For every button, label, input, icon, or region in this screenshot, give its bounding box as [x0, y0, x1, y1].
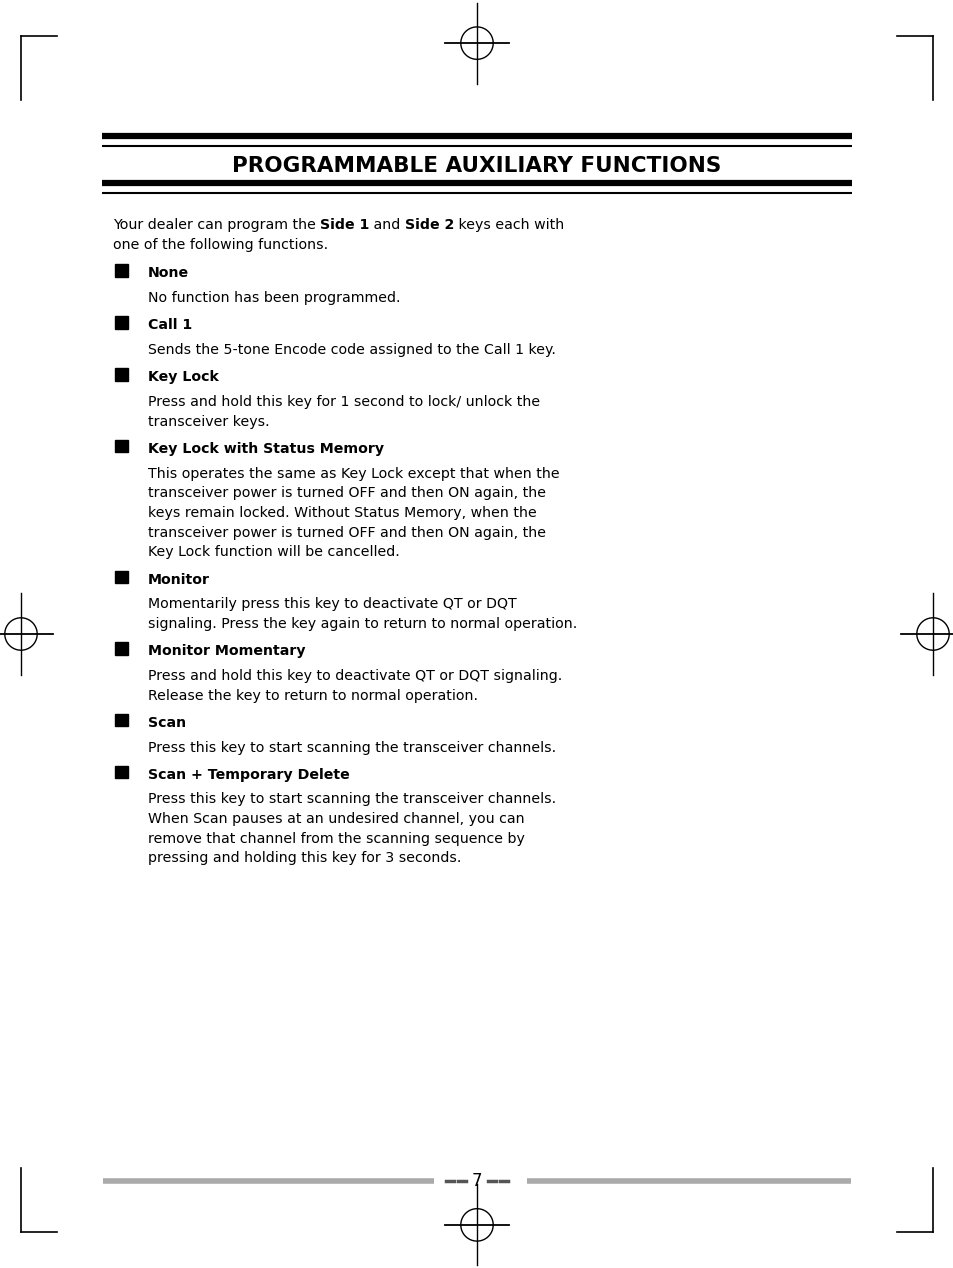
Text: Release the key to return to normal operation.: Release the key to return to normal oper…: [148, 689, 477, 702]
Bar: [115, 440, 128, 453]
Text: Monitor: Monitor: [148, 572, 210, 587]
Text: Side 2: Side 2: [405, 218, 454, 232]
Text: Press and hold this key for 1 second to lock/ unlock the: Press and hold this key for 1 second to …: [148, 394, 539, 410]
Text: signaling. Press the key again to return to normal operation.: signaling. Press the key again to return…: [148, 616, 577, 631]
Text: Momentarily press this key to deactivate QT or DQT: Momentarily press this key to deactivate…: [148, 597, 517, 611]
Text: and: and: [369, 218, 405, 232]
Text: transceiver power is turned OFF and then ON again, the: transceiver power is turned OFF and then…: [148, 525, 545, 540]
Bar: [115, 643, 128, 654]
Text: PROGRAMMABLE AUXILIARY FUNCTIONS: PROGRAMMABLE AUXILIARY FUNCTIONS: [233, 156, 720, 176]
Text: Side 1: Side 1: [319, 218, 369, 232]
Text: Monitor Momentary: Monitor Momentary: [148, 644, 305, 658]
Text: This operates the same as Key Lock except that when the: This operates the same as Key Lock excep…: [148, 467, 558, 481]
Text: Your dealer can program the: Your dealer can program the: [112, 218, 319, 232]
Text: When Scan pauses at an undesired channel, you can: When Scan pauses at an undesired channel…: [148, 812, 524, 827]
Text: keys each with: keys each with: [454, 218, 564, 232]
Text: pressing and holding this key for 3 seconds.: pressing and holding this key for 3 seco…: [148, 851, 460, 866]
Text: Key Lock with Status Memory: Key Lock with Status Memory: [148, 441, 384, 456]
Text: Call 1: Call 1: [148, 318, 192, 332]
Text: Key Lock: Key Lock: [148, 370, 218, 384]
Text: remove that channel from the scanning sequence by: remove that channel from the scanning se…: [148, 832, 524, 846]
Bar: [115, 369, 128, 380]
Text: keys remain locked. Without Status Memory, when the: keys remain locked. Without Status Memor…: [148, 506, 536, 520]
Text: Scan: Scan: [148, 715, 186, 730]
Text: Press this key to start scanning the transceiver channels.: Press this key to start scanning the tra…: [148, 792, 556, 806]
Text: one of the following functions.: one of the following functions.: [112, 238, 327, 252]
Text: transceiver keys.: transceiver keys.: [148, 415, 269, 429]
Text: Scan + Temporary Delete: Scan + Temporary Delete: [148, 767, 349, 782]
Text: 7: 7: [471, 1172, 482, 1191]
Text: Sends the 5-tone Encode code assigned to the Call 1 key.: Sends the 5-tone Encode code assigned to…: [148, 342, 556, 358]
Text: None: None: [148, 266, 189, 280]
Text: No function has been programmed.: No function has been programmed.: [148, 290, 400, 306]
Text: transceiver power is turned OFF and then ON again, the: transceiver power is turned OFF and then…: [148, 486, 545, 501]
Bar: [115, 317, 128, 328]
Bar: [115, 265, 128, 276]
Bar: [115, 571, 128, 583]
Bar: [115, 714, 128, 727]
Text: Press this key to start scanning the transceiver channels.: Press this key to start scanning the tra…: [148, 741, 556, 754]
Bar: [115, 766, 128, 779]
Text: Press and hold this key to deactivate QT or DQT signaling.: Press and hold this key to deactivate QT…: [148, 668, 561, 683]
Text: Key Lock function will be cancelled.: Key Lock function will be cancelled.: [148, 545, 399, 559]
